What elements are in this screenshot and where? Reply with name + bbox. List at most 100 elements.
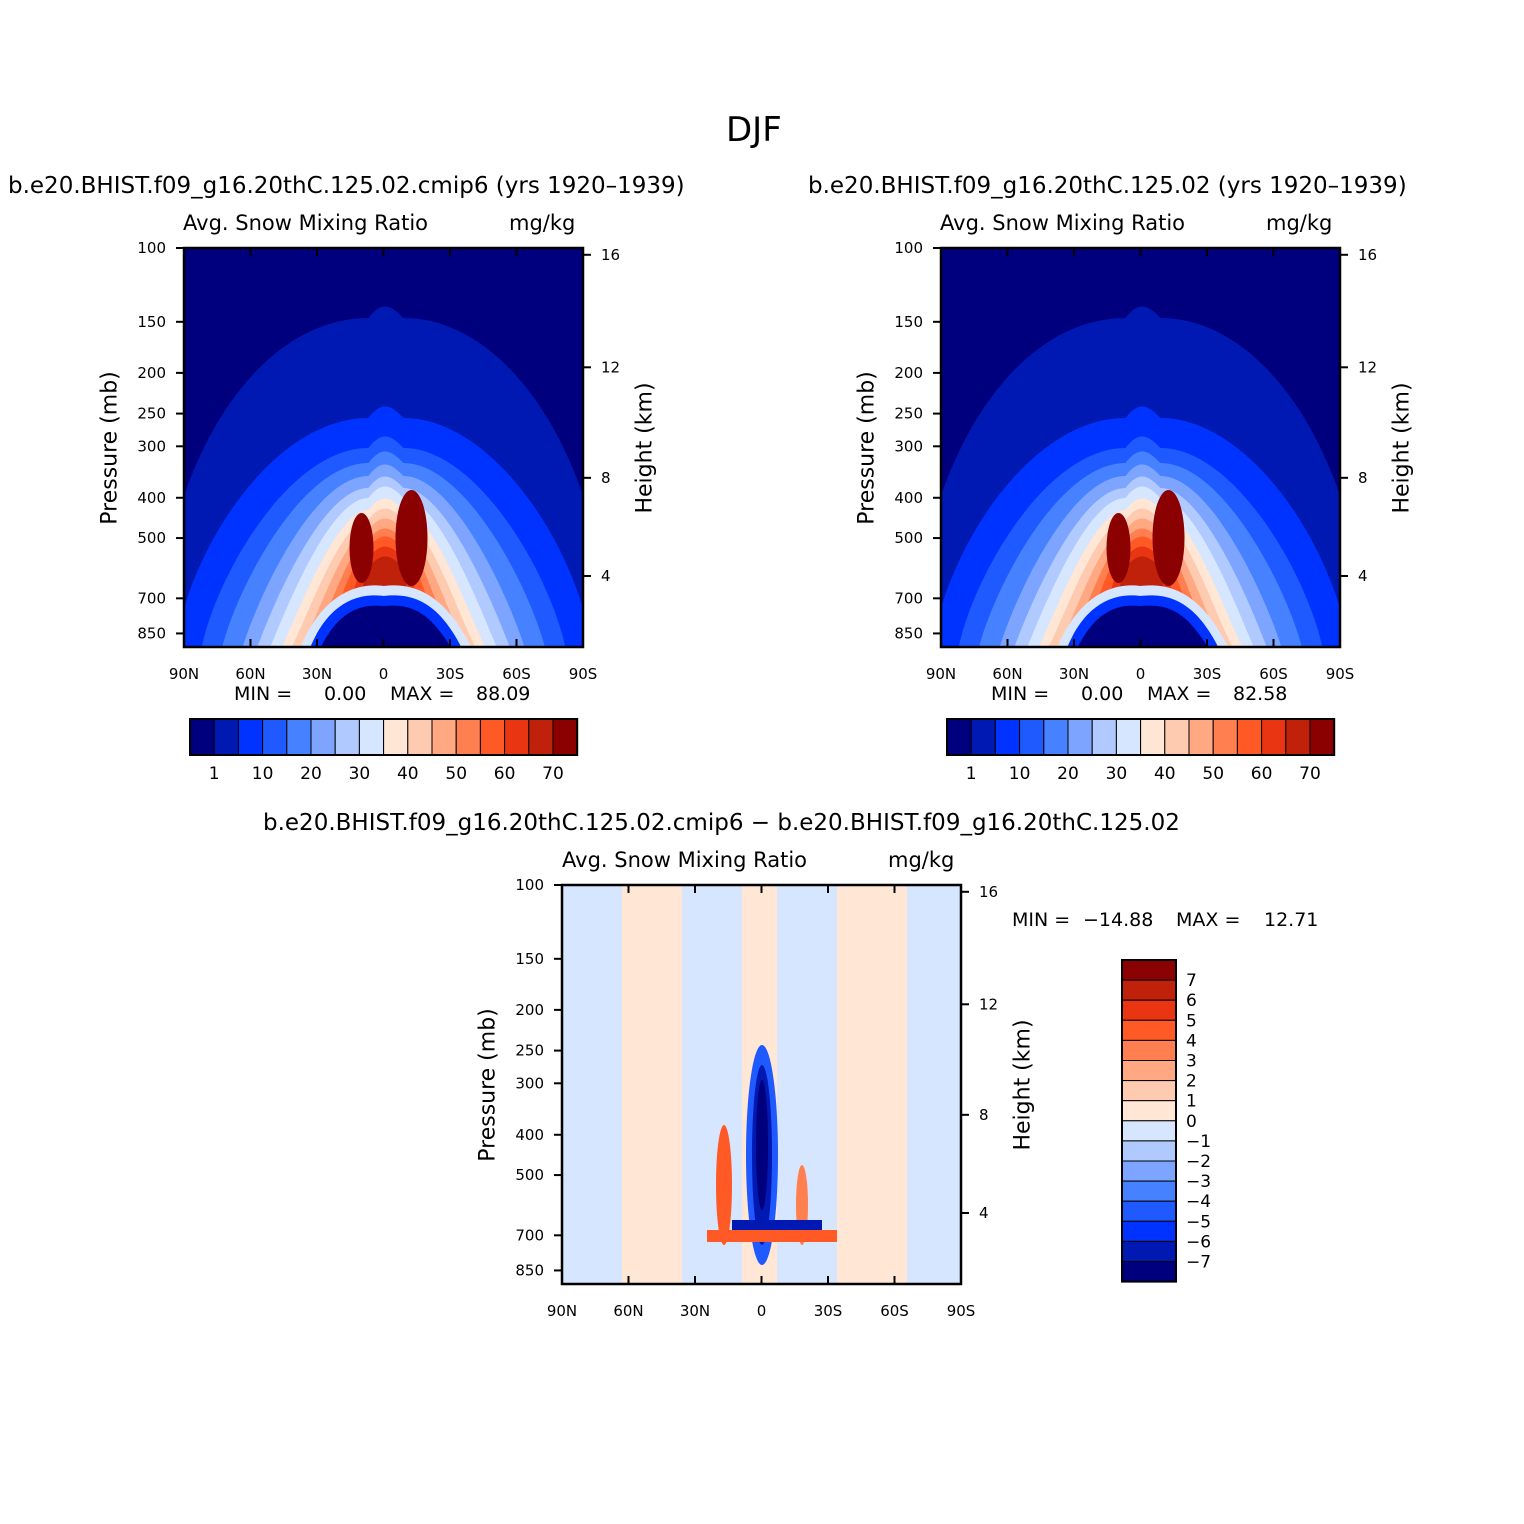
colorbar-label: 1 bbox=[1186, 1092, 1197, 1112]
colorbar-swatch bbox=[1236, 718, 1263, 756]
y-tick-label: 300 bbox=[515, 1074, 544, 1092]
panel1-units: mg/kg bbox=[509, 211, 576, 235]
colorbar-swatch bbox=[552, 718, 578, 756]
panel1-axes: 90N 60N 30N 0 30S 60S 90S 100 150 200 250 300 400 500… bbox=[137, 239, 620, 683]
y2-tick-label: 12 bbox=[979, 995, 998, 1013]
colorbar-label: −4 bbox=[1186, 1192, 1211, 1212]
colorbar-swatch bbox=[528, 718, 554, 756]
colorbar-swatch bbox=[1121, 1120, 1177, 1142]
colorbar-swatch bbox=[1164, 718, 1190, 756]
colorbar-label: 60 bbox=[494, 764, 516, 784]
y2-tick-label: 8 bbox=[601, 469, 611, 487]
panel2-max-label: MAX = bbox=[1147, 683, 1212, 705]
colorbar-swatch bbox=[237, 718, 264, 756]
y-tick-label: 200 bbox=[515, 1001, 544, 1019]
colorbar-swatch bbox=[1140, 718, 1166, 756]
x-tick-label: 0 bbox=[757, 1302, 767, 1320]
colorbar-frame bbox=[946, 718, 1336, 756]
colorbar-swatch bbox=[479, 718, 506, 756]
colorbar-swatch bbox=[1121, 1039, 1177, 1062]
colorbar-label: 10 bbox=[1009, 764, 1031, 784]
y-tick-label: 850 bbox=[137, 624, 166, 642]
colorbar-swatch bbox=[504, 718, 530, 756]
colorbar-swatch bbox=[1121, 1160, 1177, 1182]
x-tick-label: 90N bbox=[547, 1302, 577, 1320]
diff-negative-core bbox=[756, 1080, 768, 1210]
low-level-band bbox=[321, 605, 451, 647]
panel3-min-label: MIN = bbox=[1012, 909, 1071, 931]
y-tick-label: 200 bbox=[137, 364, 166, 382]
colorbar-swatch bbox=[1121, 1080, 1177, 1102]
colorbar-swatch bbox=[1121, 1019, 1177, 1041]
colorbar-label: −2 bbox=[1186, 1152, 1211, 1172]
colorbar-swatch bbox=[189, 718, 215, 756]
y-tick-label: 700 bbox=[137, 589, 166, 607]
panel3-variable: Avg. Snow Mixing Ratio bbox=[562, 848, 808, 872]
colorbar-swatch bbox=[213, 718, 239, 756]
y-tick-label: 700 bbox=[894, 589, 923, 607]
panel2-variable: Avg. Snow Mixing Ratio bbox=[940, 211, 1186, 235]
y2-tick-label: 8 bbox=[1358, 469, 1368, 487]
panel2-units: mg/kg bbox=[1266, 211, 1333, 235]
colorbar-swatch bbox=[1121, 1200, 1177, 1222]
colorbar-frame bbox=[1121, 959, 1177, 1283]
y-tick-label: 250 bbox=[894, 405, 923, 423]
colorbar-swatch bbox=[1121, 1140, 1177, 1162]
low-level-band bbox=[1078, 605, 1208, 647]
y-tick-label: 100 bbox=[515, 876, 544, 894]
x-tick-label: 90N bbox=[169, 665, 199, 683]
y-tick-label: 150 bbox=[894, 313, 923, 331]
y2-tick-label: 4 bbox=[979, 1204, 989, 1222]
panel1-variable: Avg. Snow Mixing Ratio bbox=[183, 211, 429, 235]
y-tick-label: 150 bbox=[137, 313, 166, 331]
x-tick-label: 60N bbox=[613, 1302, 643, 1320]
y2-tick-label: 4 bbox=[601, 567, 611, 585]
colorbar-label: −7 bbox=[1186, 1253, 1211, 1273]
colorbar-swatch bbox=[1121, 1180, 1177, 1202]
x-tick-label: 30S bbox=[436, 665, 465, 683]
x-tick-label: 90S bbox=[1326, 665, 1355, 683]
x-tick-label: 90S bbox=[569, 665, 598, 683]
panel3-title: b.e20.BHIST.f09_g16.20thC.125.02.cmip6 −… bbox=[263, 810, 1180, 836]
panel3-min-value: −14.88 bbox=[1083, 909, 1154, 931]
snow-core-max bbox=[395, 490, 428, 586]
y-tick-label: 500 bbox=[894, 529, 923, 547]
y-tick-label: 400 bbox=[515, 1126, 544, 1144]
colorbar-swatch bbox=[1121, 1060, 1177, 1082]
y-tick-label: 850 bbox=[894, 624, 923, 642]
panel2-max-value: 82.58 bbox=[1233, 683, 1288, 705]
colorbar-swatch bbox=[407, 718, 433, 756]
y2-tick-label: 16 bbox=[601, 246, 620, 264]
diff-band bbox=[562, 885, 622, 1284]
colorbar-swatch bbox=[455, 718, 481, 756]
x-tick-label: 30N bbox=[1059, 665, 1089, 683]
colorbar-swatch bbox=[1188, 718, 1214, 756]
colorbar-label: 5 bbox=[1186, 1011, 1197, 1031]
panel3-axes: 90N 60N 30N 0 30S 60S 90S 100 150 200 250 300 400 500… bbox=[515, 876, 998, 1320]
figure-title: DJF bbox=[726, 110, 782, 150]
colorbar-label: −6 bbox=[1186, 1232, 1211, 1252]
x-tick-label: 60S bbox=[502, 665, 531, 683]
y-tick-label: 400 bbox=[894, 489, 923, 507]
colorbar-label: −5 bbox=[1186, 1212, 1211, 1232]
colorbar-frame bbox=[189, 718, 579, 756]
colorbar-swatch bbox=[1309, 718, 1335, 756]
panel1-min-value: 0.00 bbox=[324, 683, 367, 705]
diff-band bbox=[907, 885, 961, 1284]
colorbar-swatch bbox=[1121, 1100, 1177, 1122]
y-tick-label: 150 bbox=[515, 950, 544, 968]
colorbar-label: 50 bbox=[1202, 764, 1224, 784]
diff-positive-core bbox=[716, 1125, 732, 1245]
colorbar-label: 0 bbox=[1186, 1112, 1197, 1132]
colorbar-swatch bbox=[1121, 1261, 1177, 1283]
colorbar-swatch bbox=[1019, 718, 1045, 756]
x-tick-label: 0 bbox=[1136, 665, 1146, 683]
colorbar-swatch bbox=[946, 718, 972, 756]
colorbar-swatch bbox=[1121, 1240, 1177, 1263]
panel2-min-label: MIN = bbox=[991, 683, 1050, 705]
y2-tick-label: 8 bbox=[979, 1106, 989, 1124]
colorbar-label: 70 bbox=[542, 764, 564, 784]
colorbar-swatch bbox=[1285, 718, 1311, 756]
x-tick-label: 30N bbox=[302, 665, 332, 683]
